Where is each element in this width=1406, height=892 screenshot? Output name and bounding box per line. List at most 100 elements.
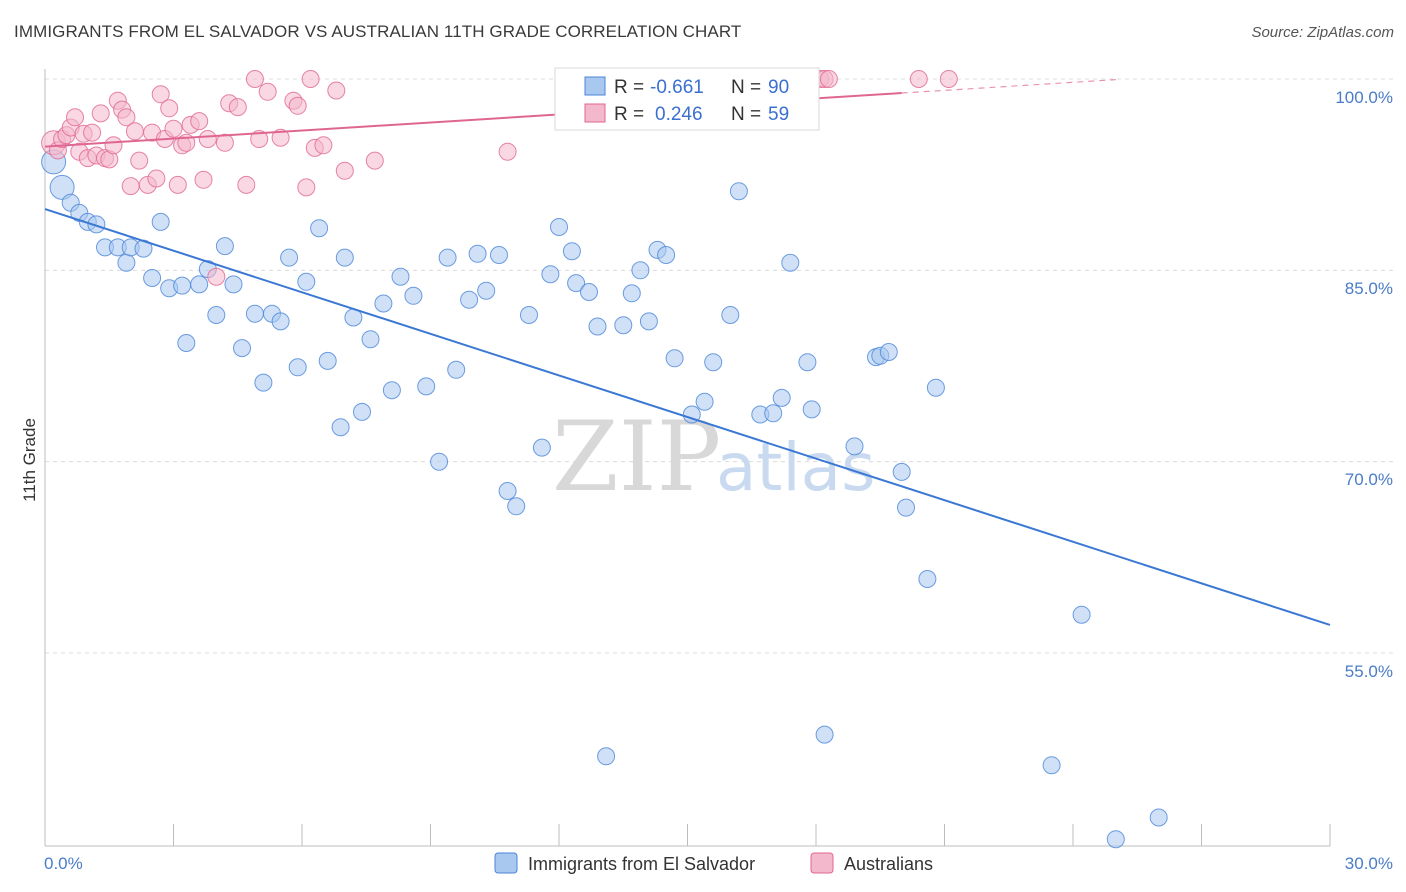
legend-r-value-blue: -0.661	[650, 77, 704, 98]
point-el-salvador	[802, 400, 821, 419]
legend-swatch-blue	[584, 76, 606, 96]
point-el-salvador	[580, 283, 598, 301]
point-el-salvador	[562, 242, 581, 261]
point-el-salvador	[173, 276, 192, 295]
point-el-salvador	[567, 274, 586, 293]
point-el-salvador	[897, 498, 915, 517]
legend-r-label-blue: R =	[614, 77, 644, 98]
point-el-salvador	[498, 482, 517, 500]
point-el-salvador	[1106, 830, 1125, 849]
point-el-salvador	[297, 272, 316, 291]
y-tick-label-70: 70.0%	[1345, 470, 1393, 489]
point-el-salvador	[177, 334, 196, 352]
point-el-salvador	[541, 265, 560, 284]
legend-n-label-pink: N =	[731, 104, 761, 125]
point-australians	[237, 175, 256, 194]
point-el-salvador	[280, 248, 299, 267]
point-el-salvador	[87, 215, 106, 234]
y-tick-label-85: 85.0%	[1345, 279, 1393, 298]
point-australians	[83, 123, 102, 142]
point-el-salvador	[781, 253, 800, 272]
point-el-salvador	[507, 497, 526, 516]
series-el-salvador-points	[41, 149, 1168, 849]
point-el-salvador	[772, 388, 791, 407]
point-el-salvador	[1072, 605, 1091, 624]
point-el-salvador	[245, 304, 264, 323]
point-el-salvador	[879, 343, 898, 361]
point-el-salvador	[926, 378, 945, 397]
point-el-salvador	[254, 373, 273, 392]
point-australians	[314, 136, 333, 155]
trend-line-australians-extension	[901, 79, 1116, 94]
point-australians	[198, 130, 217, 148]
point-el-salvador	[845, 437, 864, 456]
point-el-salvador	[417, 377, 436, 396]
point-el-salvador	[639, 312, 658, 331]
series-legend: Immigrants from El Salvador Australians	[494, 852, 933, 874]
point-el-salvador	[588, 317, 607, 336]
point-el-salvador	[460, 290, 479, 309]
y-axis-label: 11th Grade	[20, 418, 39, 502]
point-australians	[125, 122, 144, 141]
point-el-salvador	[490, 246, 508, 264]
point-el-salvador	[622, 284, 641, 303]
x-tick-label-min: 0.0%	[44, 854, 83, 873]
point-australians	[117, 108, 136, 127]
point-el-salvador	[374, 294, 393, 313]
point-el-salvador	[117, 253, 136, 272]
point-el-salvador	[447, 360, 466, 379]
point-australians	[271, 128, 290, 147]
point-australians	[297, 178, 316, 197]
y-tick-label-55: 55.0%	[1345, 662, 1393, 681]
point-australians	[151, 85, 170, 104]
bottom-legend-label-blue: Immigrants from El Salvador	[528, 854, 755, 874]
point-australians	[327, 81, 346, 100]
point-el-salvador	[477, 281, 496, 300]
legend-n-value-pink: 59	[768, 104, 789, 125]
point-australians	[160, 99, 179, 118]
point-australians	[130, 151, 149, 170]
point-el-salvador	[657, 246, 676, 264]
point-australians	[250, 130, 269, 148]
point-australians	[66, 108, 84, 127]
point-el-salvador	[631, 261, 650, 280]
legend-n-value-blue: 90	[768, 77, 789, 98]
point-el-salvador	[798, 353, 817, 372]
point-el-salvador	[224, 275, 243, 294]
point-australians	[909, 70, 928, 88]
point-australians	[939, 70, 958, 88]
legend-r-value-pink: 0.246	[655, 104, 703, 125]
point-el-salvador	[1042, 756, 1061, 775]
x-tick-label-max: 30.0%	[1345, 854, 1393, 873]
point-australians	[365, 151, 384, 170]
point-el-salvador	[151, 212, 170, 231]
point-australians	[91, 104, 110, 123]
point-el-salvador	[665, 349, 684, 368]
point-el-salvador	[331, 418, 350, 437]
point-australians	[245, 70, 264, 88]
point-australians	[207, 267, 226, 286]
point-el-salvador	[207, 306, 226, 324]
point-el-salvador	[288, 358, 307, 377]
bottom-legend-swatch-blue	[494, 852, 518, 874]
point-australians	[288, 96, 307, 115]
point-el-salvador	[190, 275, 209, 294]
point-australians	[498, 142, 517, 161]
point-australians	[335, 161, 354, 180]
bottom-legend-swatch-pink	[810, 852, 834, 874]
point-el-salvador	[143, 269, 162, 287]
point-el-salvador	[695, 392, 714, 411]
point-el-salvador	[335, 248, 354, 267]
correlation-legend: R = -0.661 N = 90 R = 0.246 N = 59	[554, 67, 820, 131]
point-australians	[194, 170, 213, 189]
point-el-salvador	[404, 286, 423, 305]
point-el-salvador	[271, 312, 290, 331]
point-australians	[147, 169, 166, 188]
y-tick-label-100: 100.0%	[1335, 88, 1393, 107]
point-el-salvador	[520, 306, 538, 324]
point-el-salvador	[729, 182, 748, 201]
point-australians	[121, 177, 140, 196]
point-australians	[190, 112, 209, 131]
point-el-salvador	[382, 381, 401, 400]
point-el-salvador	[430, 452, 449, 471]
